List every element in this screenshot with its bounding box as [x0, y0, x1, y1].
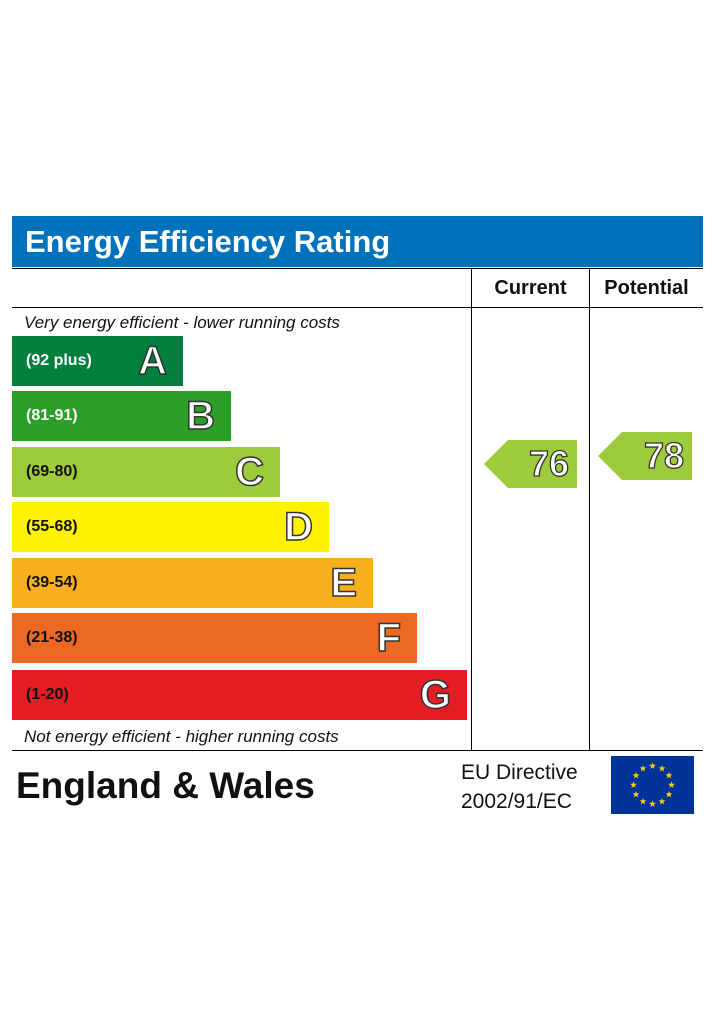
flag-star — [639, 764, 647, 772]
flag-star — [665, 790, 673, 798]
flag-star — [630, 781, 637, 788]
band-f: (21-38) F — [12, 613, 417, 663]
directive-line-1: EU Directive — [461, 761, 578, 784]
band-range-label: (81-91) — [26, 407, 78, 424]
band-letter: E — [330, 560, 358, 606]
band-letter: B — [185, 393, 215, 439]
current-column-divider — [471, 268, 472, 750]
band-letter: G — [419, 672, 452, 718]
flag-star — [649, 800, 656, 807]
band-range-label: (39-54) — [26, 574, 78, 591]
eu-flag-icon — [611, 756, 694, 814]
header-divider-line — [12, 307, 703, 308]
current-rating-value: 76 — [528, 442, 569, 484]
frame-top-line — [12, 268, 703, 269]
band-c: (69-80) C — [12, 447, 280, 497]
flag-star — [639, 797, 647, 805]
flag-star — [658, 797, 666, 805]
band-g: (1-20) G — [12, 670, 467, 720]
band-letter: D — [283, 504, 313, 550]
band-b: (81-91) B — [12, 391, 231, 441]
band-letter: C — [234, 449, 264, 495]
band-range-label: (1-20) — [26, 686, 69, 703]
potential-column-divider — [589, 268, 590, 750]
eu-directive-label: EU Directive 2002/91/EC — [461, 758, 578, 816]
band-range-label: (92 plus) — [26, 352, 92, 369]
current-arrow-shape — [484, 440, 577, 488]
band-e: (39-54) E — [12, 558, 373, 608]
band-a: (92 plus) A — [12, 336, 183, 386]
chart-title: Energy Efficiency Rating — [12, 216, 703, 267]
bottom-note: Not energy efficient - higher running co… — [24, 727, 339, 746]
potential-arrow-shape — [598, 432, 692, 480]
flag-star — [632, 790, 640, 798]
flag-star — [668, 781, 675, 788]
band-letter: F — [376, 615, 402, 661]
flag-star — [665, 771, 673, 779]
flag-star — [658, 764, 666, 772]
flag-star — [649, 762, 656, 769]
current-rating-arrow: 76 — [484, 440, 577, 488]
band-range-label: (21-38) — [26, 629, 78, 646]
potential-rating-arrow: 78 — [598, 432, 692, 480]
potential-column-header: Potential — [604, 277, 689, 299]
band-range-label: (69-80) — [26, 463, 78, 480]
directive-line-2: 2002/91/EC — [461, 790, 572, 813]
current-column-header: Current — [494, 277, 567, 299]
band-letter: A — [137, 338, 167, 384]
band-d: (55-68) D — [12, 502, 329, 552]
potential-rating-value: 78 — [643, 434, 684, 476]
top-note: Very energy efficient - lower running co… — [24, 313, 340, 332]
frame-bottom-line — [12, 750, 703, 751]
flag-star — [632, 771, 640, 779]
country-label: England & Wales — [16, 765, 315, 806]
band-range-label: (55-68) — [26, 518, 78, 535]
